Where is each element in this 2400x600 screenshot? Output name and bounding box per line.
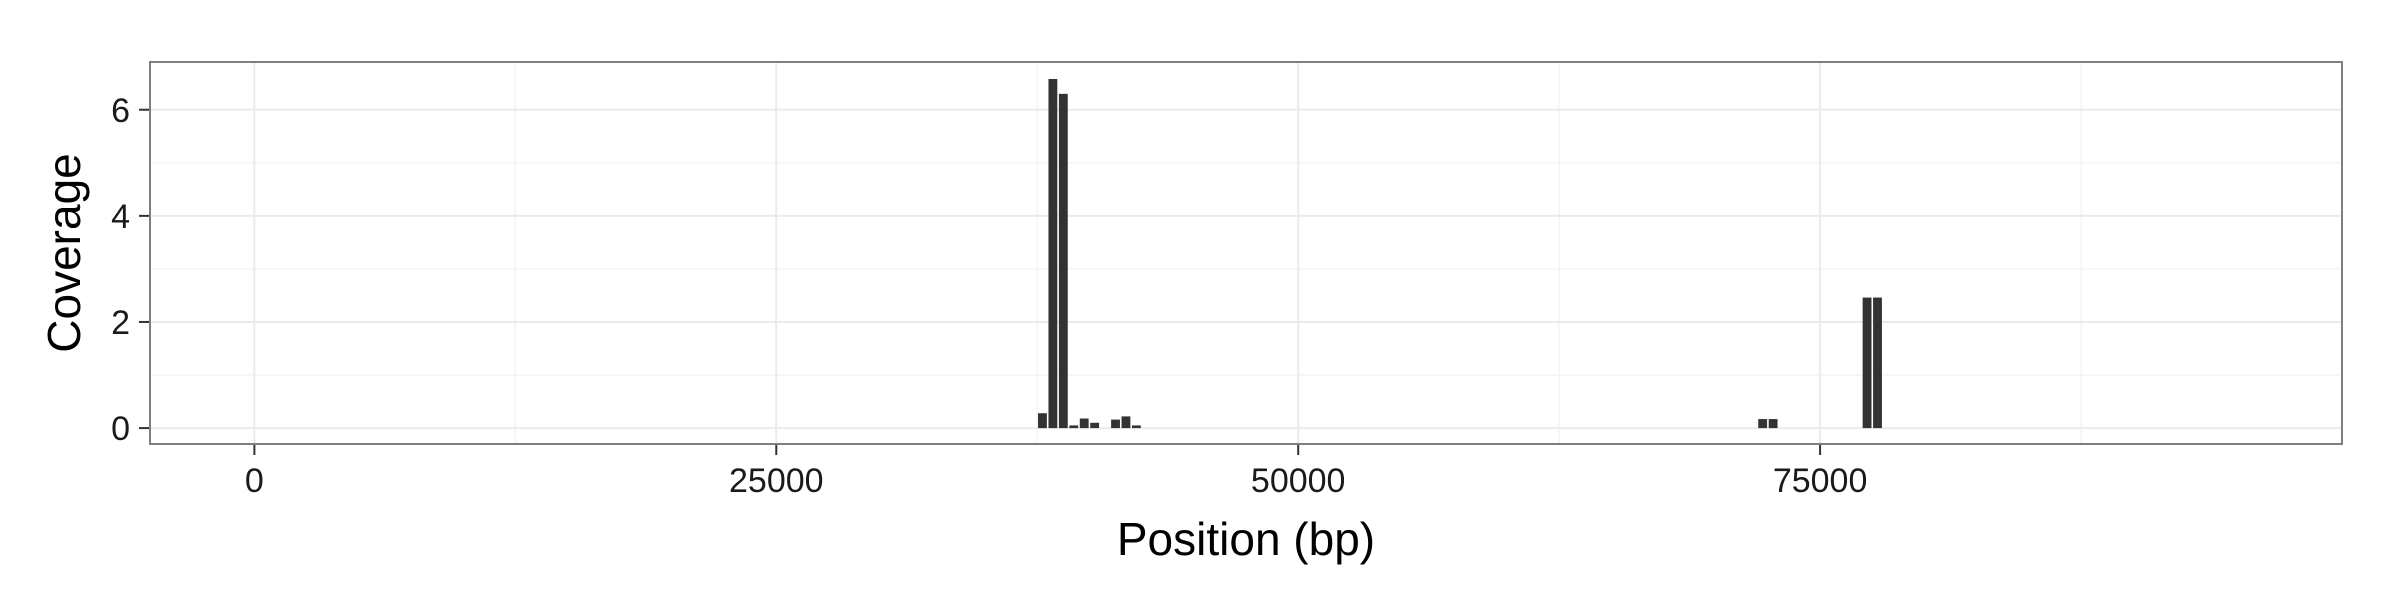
bar xyxy=(1768,419,1778,429)
x-axis-ticks: 0 25000 50000 75000 xyxy=(245,445,1867,500)
y-tick-label: 4 xyxy=(111,198,130,236)
bar xyxy=(1862,297,1872,429)
bar xyxy=(1038,413,1047,429)
x-tick-label: 50000 xyxy=(1251,462,1346,500)
bar xyxy=(1121,416,1131,429)
y-tick-label: 2 xyxy=(111,304,130,342)
bar xyxy=(1758,419,1768,429)
bar xyxy=(1058,93,1068,429)
x-tick-label: 25000 xyxy=(729,462,824,500)
bar xyxy=(1069,425,1079,429)
y-tick-label: 6 xyxy=(111,92,130,130)
x-axis-title: Position (bp) xyxy=(1117,513,1375,565)
y-axis-title: Coverage xyxy=(38,153,90,352)
x-tick-label: 75000 xyxy=(1773,462,1868,500)
y-axis-ticks: 0 2 4 6 xyxy=(111,92,149,448)
x-tick-label: 0 xyxy=(245,462,264,500)
bar xyxy=(1873,297,1882,429)
bar xyxy=(1048,78,1058,429)
bar xyxy=(1079,418,1089,429)
bar xyxy=(1131,425,1141,429)
minor-gridlines xyxy=(150,62,2342,444)
panel-border xyxy=(149,61,2343,445)
y-tick-label: 0 xyxy=(111,410,130,448)
bars xyxy=(1038,78,1882,429)
bar xyxy=(1111,419,1120,429)
plot-panel xyxy=(150,62,2342,444)
bar xyxy=(1090,422,1100,429)
